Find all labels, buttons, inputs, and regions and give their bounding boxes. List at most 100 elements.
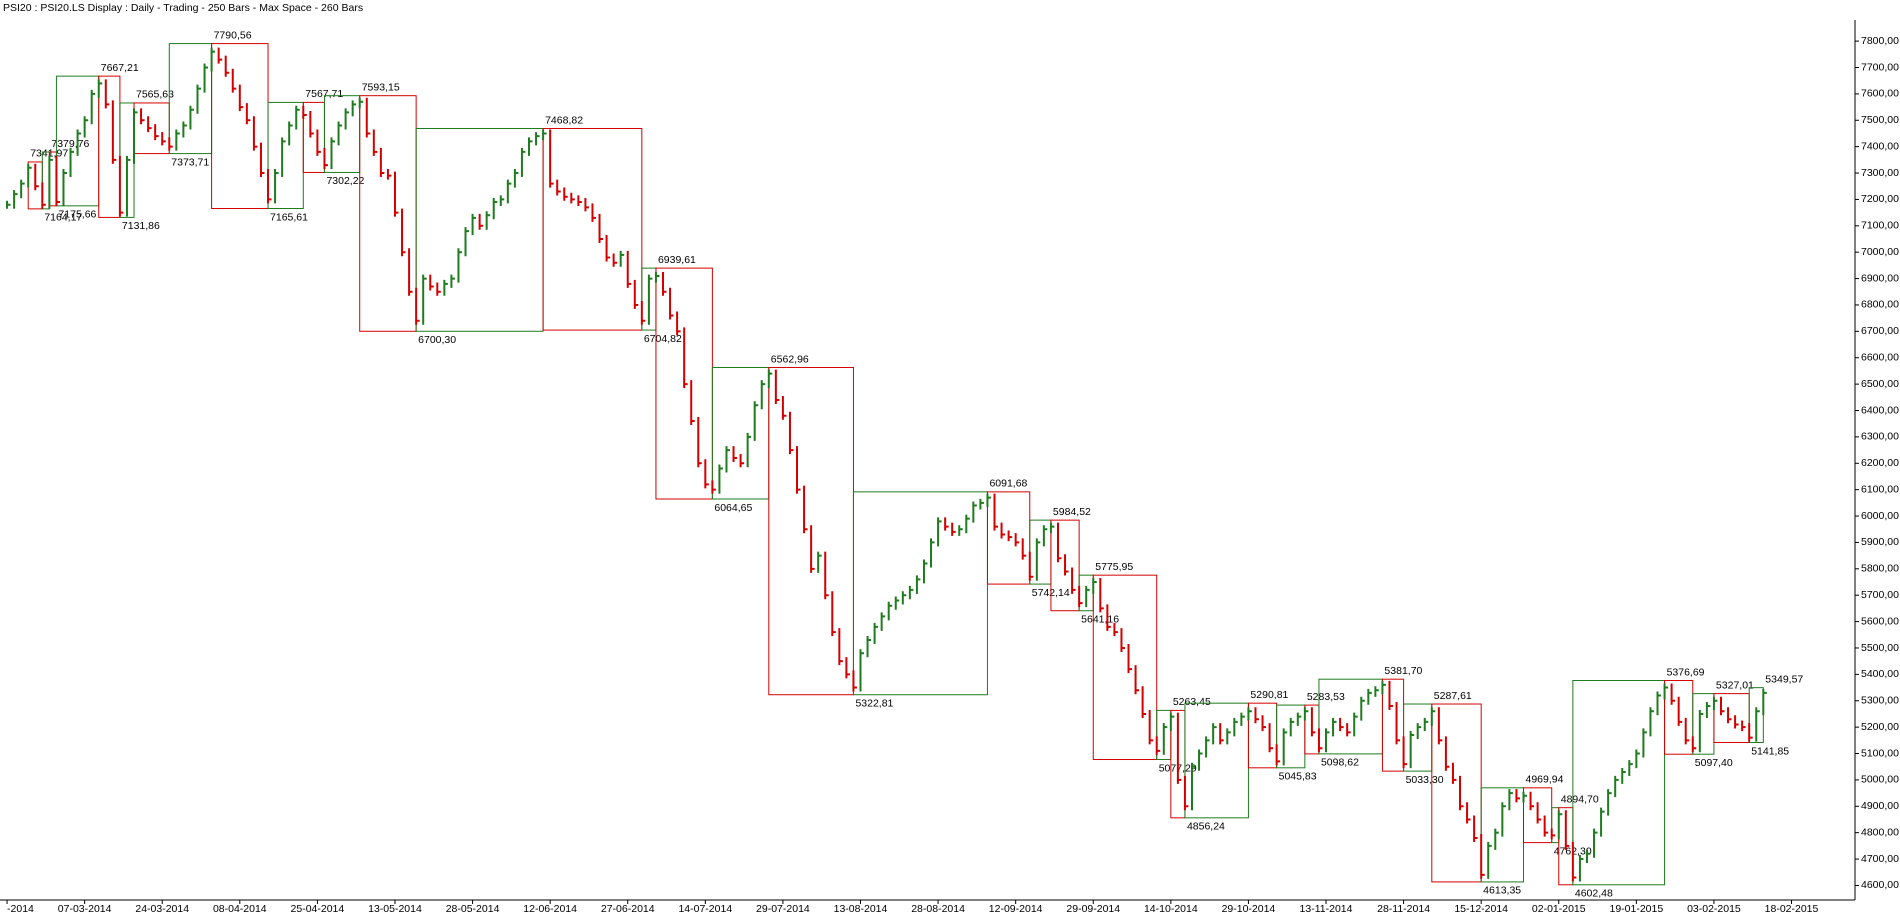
price-bar [711,480,716,494]
y-tick-label: 7700,00 [1861,61,1899,73]
price-bar [55,155,60,207]
price-bar [669,287,674,320]
price-bar [1134,665,1140,695]
price-bar [1536,802,1542,824]
price-bar [196,84,201,114]
y-tick-label: 7200,00 [1861,193,1899,205]
swing-label: 5349,57 [1765,673,1803,685]
x-tick-label: 14-07-2014 [678,903,732,914]
price-bar [676,311,681,336]
price-bar [1698,709,1704,753]
price-bar [295,105,300,130]
swing-label: 5033,30 [1406,774,1444,786]
swing-label: 7567,71 [305,88,343,100]
swing-label: 6064,65 [714,502,752,514]
price-bar [478,213,484,230]
swing-box [1713,693,1750,743]
swing-label: 4894,70 [1561,793,1599,805]
price-bar [1656,691,1662,716]
price-bar [111,100,117,164]
swing-label: 6939,61 [658,254,696,266]
price-bar [788,411,794,455]
price-bar [1325,728,1330,753]
x-tick-label: 15-12-2014 [1454,903,1508,914]
price-bar [1247,707,1252,721]
y-tick-label: 5100,00 [1861,747,1899,759]
price-bar [901,591,907,605]
price-bar [979,498,984,510]
swing-box [1381,678,1405,772]
swing-label: 6700,30 [418,334,456,346]
price-bar [1480,833,1485,879]
y-tick-label: 6100,00 [1861,483,1899,495]
price-bar [267,169,272,204]
price-bar [118,155,124,217]
price-bar [1332,717,1337,737]
price-bar [147,116,152,133]
price-bar [1607,789,1612,816]
price-bar [845,657,850,679]
y-tick-label: 6000,00 [1861,510,1899,522]
price-bar [1557,810,1563,840]
price-bar [1226,728,1231,745]
price-bar [803,485,808,534]
price-bar [175,129,180,151]
price-bar [697,417,702,468]
y-tick-label: 5500,00 [1861,642,1899,654]
price-bar [62,169,67,207]
price-bar [605,235,611,262]
x-tick-label: 28-11-2014 [1377,903,1430,914]
price-bar [1191,762,1196,811]
chart-title: PSI20 : PSI20.LS Display : Daily - Tradi… [3,2,363,14]
price-bar [1021,538,1027,560]
price-bar [1071,567,1076,594]
swing-label: 7175,66 [58,209,96,221]
price-bar [1374,686,1379,697]
price-bar [1543,815,1549,837]
price-bar [48,155,53,209]
price-bar [563,187,568,201]
price-bar [1261,715,1267,732]
price-bar [13,190,18,209]
x-tick-label: 24-03-2014 [135,903,189,914]
price-bar [302,105,307,119]
price-bar [986,493,991,507]
y-tick-label: 6600,00 [1861,352,1899,364]
price-bar [513,169,519,188]
price-bar [330,137,336,170]
price-bar [154,124,159,141]
price-bar [168,137,173,151]
x-tick-label: 08-04-2014 [213,903,267,914]
price-bar [485,211,491,230]
price-bar [1755,707,1760,742]
swing-label: 5984,52 [1053,506,1091,518]
swing-box [1276,704,1306,769]
swing-label: 5641,16 [1081,614,1119,626]
swing-label: 5283,53 [1307,691,1345,703]
y-tick-label: 5200,00 [1861,721,1899,733]
price-bar [217,47,223,64]
price-bar [492,198,498,220]
price-bar [908,585,914,600]
price-bar [1120,628,1125,652]
price-bar [1388,680,1393,711]
y-tick-label: 6300,00 [1861,431,1899,443]
x-tick-label: 28-08-2014 [911,903,965,914]
price-bar [520,147,526,178]
price-bar [880,612,886,631]
price-bar [1198,749,1203,771]
swing-box [415,127,544,332]
swing-label: 5287,61 [1434,690,1472,702]
price-bar [1113,622,1118,637]
swing-box [1572,680,1666,886]
price-bar [1219,723,1224,745]
price-bar [1296,712,1302,726]
price-bar [556,179,561,196]
swing-box [323,95,361,173]
price-bar [1614,775,1619,798]
price-bar [1663,683,1669,700]
price-bar [1585,849,1591,864]
swing-label: 4969,94 [1525,774,1563,786]
y-tick-label: 7100,00 [1861,220,1899,232]
price-bar [873,622,879,645]
